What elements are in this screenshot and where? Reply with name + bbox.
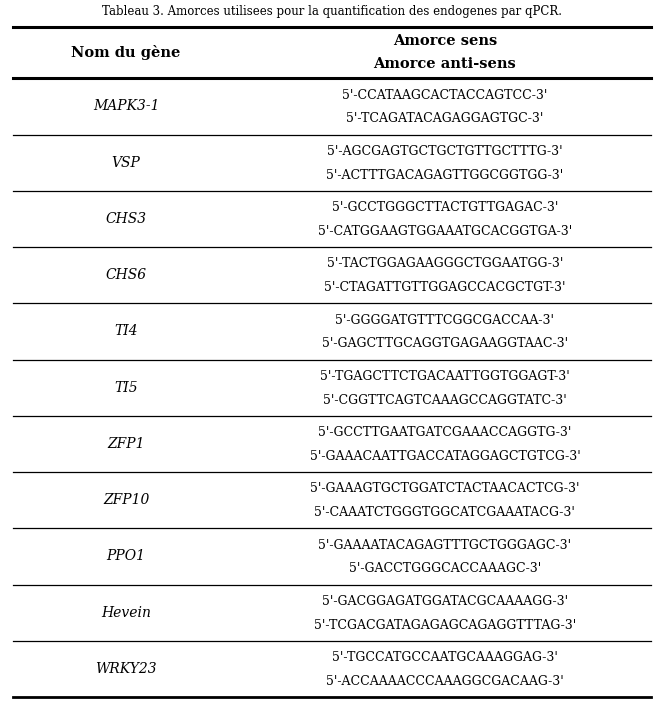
- Text: Amorce anti-sens: Amorce anti-sens: [374, 57, 516, 71]
- Text: 5'-ACTTTGACAGAGTTGGCGGTGG-3': 5'-ACTTTGACAGAGTTGGCGGTGG-3': [326, 169, 564, 182]
- Text: 5'-ACCAAAACCCAAAGGCGACAAG-3': 5'-ACCAAAACCCAAAGGCGACAAG-3': [326, 675, 564, 688]
- Text: 5'-CGGTTCAGTCAAAGCCAGGTATC-3': 5'-CGGTTCAGTCAAAGCCAGGTATC-3': [323, 394, 567, 407]
- Text: MAPK3-1: MAPK3-1: [93, 100, 159, 113]
- Text: 5'-GGGGATGTTTCGGCGACCAA-3': 5'-GGGGATGTTTCGGCGACCAA-3': [335, 314, 554, 327]
- Text: 5'-CCATAAGCACTACCAGTCC-3': 5'-CCATAAGCACTACCAGTCC-3': [342, 89, 548, 102]
- Text: PPO1: PPO1: [107, 550, 145, 563]
- Text: Nom du gène: Nom du gène: [72, 45, 181, 61]
- Text: 5'-TCAGATACAGAGGAGTGC-3': 5'-TCAGATACAGAGGAGTGC-3': [346, 112, 544, 125]
- Text: 5'-CATGGAAGTGGAAATGCACGGTGA-3': 5'-CATGGAAGTGGAAATGCACGGTGA-3': [318, 225, 572, 238]
- Text: VSP: VSP: [112, 156, 141, 169]
- Text: WRKY23: WRKY23: [96, 662, 157, 676]
- Text: TI5: TI5: [114, 381, 138, 394]
- Text: 5'-GAGCTTGCAGGTGAGAAGGTAAC-3': 5'-GAGCTTGCAGGTGAGAAGGTAAC-3': [322, 337, 568, 350]
- Text: CHS3: CHS3: [106, 212, 147, 226]
- Text: CHS6: CHS6: [106, 268, 147, 282]
- Text: Tableau 3. Amorces utilisees pour la quantification des endogenes par qPCR.: Tableau 3. Amorces utilisees pour la qua…: [102, 5, 562, 18]
- Text: 5'-TCGACGATAGAGAGCAGAGGTTTAG-3': 5'-TCGACGATAGAGAGCAGAGGTTTAG-3': [314, 619, 576, 632]
- Text: 5'-AGCGAGTGCTGCTGTTGCTTTG-3': 5'-AGCGAGTGCTGCTGTTGCTTTG-3': [327, 145, 562, 158]
- Text: 5'-TGCCATGCCAATGCAAAGGAG-3': 5'-TGCCATGCCAATGCAAAGGAG-3': [332, 651, 558, 664]
- Text: 5'-GACGGAGATGGATACGCAAAAGG-3': 5'-GACGGAGATGGATACGCAAAAGG-3': [322, 595, 568, 608]
- Text: 5'-TGAGCTTCTGACAATTGGTGGAGT-3': 5'-TGAGCTTCTGACAATTGGTGGAGT-3': [320, 370, 570, 383]
- Text: TI4: TI4: [114, 325, 138, 338]
- Text: 5'-GCCTTGAATGATCGAAACCAGGTG-3': 5'-GCCTTGAATGATCGAAACCAGGTG-3': [318, 426, 572, 439]
- Text: ZFP1: ZFP1: [108, 437, 145, 451]
- Text: 5'-GCCTGGGCTTACTGTTGAGAC-3': 5'-GCCTGGGCTTACTGTTGAGAC-3': [332, 201, 558, 214]
- Text: 5'-GAAAATACAGAGTTTGCTGGGAGC-3': 5'-GAAAATACAGAGTTTGCTGGGAGC-3': [318, 539, 572, 552]
- Text: 5'-GACCTGGGCACCAAAGC-3': 5'-GACCTGGGCACCAAAGC-3': [349, 562, 541, 575]
- Text: 5'-CAAATCTGGGTGGCATCGAAATACG-3': 5'-CAAATCTGGGTGGCATCGAAATACG-3': [315, 506, 575, 519]
- Text: 5'-GAAAGTGCTGGATCTACTAACACTCG-3': 5'-GAAAGTGCTGGATCTACTAACACTCG-3': [310, 483, 580, 496]
- Text: 5'-TACTGGAGAAGGGCTGGAATGG-3': 5'-TACTGGAGAAGGGCTGGAATGG-3': [327, 258, 563, 271]
- Text: ZFP10: ZFP10: [103, 493, 149, 507]
- Text: Hevein: Hevein: [101, 606, 151, 619]
- Text: Amorce sens: Amorce sens: [392, 34, 497, 48]
- Text: 5'-CTAGATTGTTGGAGCCACGCTGT-3': 5'-CTAGATTGTTGGAGCCACGCTGT-3': [324, 281, 566, 294]
- Text: 5'-GAAACAATTGACCATAGGAGCTGTCG-3': 5'-GAAACAATTGACCATAGGAGCTGTCG-3': [309, 450, 580, 463]
